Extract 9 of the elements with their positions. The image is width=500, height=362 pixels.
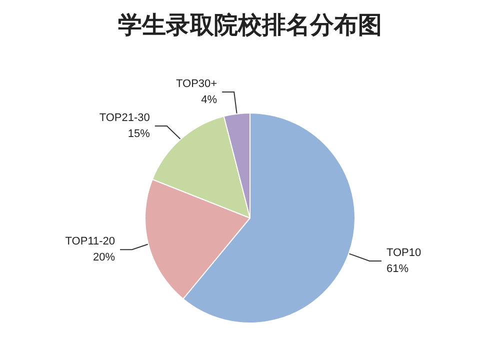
slice-label: TOP21-30 — [99, 112, 150, 124]
data-label: 61% — [386, 263, 409, 276]
data-label: 20% — [92, 252, 116, 264]
slice-label: TOP30+ — [176, 78, 218, 90]
slice-label: TOP11-20 — [65, 236, 116, 248]
slice-label: TOP10 — [386, 247, 422, 260]
data-label: 4% — [201, 94, 218, 106]
data-label: 15% — [128, 128, 150, 140]
chart-title: 学生录取院校排名分布图 — [118, 11, 382, 39]
